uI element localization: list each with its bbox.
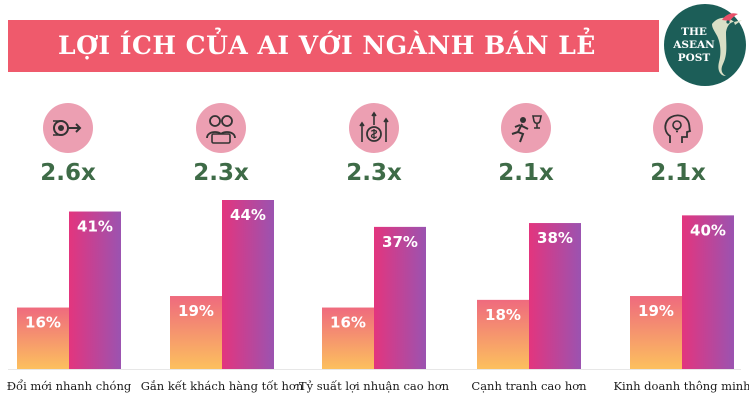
bar-series1-1	[17, 307, 69, 369]
customer-engagement-icon	[206, 115, 236, 144]
head-lightbulb-icon	[664, 114, 692, 143]
multiplier-2: 2.3x	[193, 160, 249, 186]
bar-series2-5	[682, 215, 734, 369]
hummingbird-icon	[712, 13, 742, 76]
multiplier-4: 2.1x	[498, 160, 554, 186]
bar-value-label-series1-2: 19%	[178, 302, 214, 320]
bar-series2-1	[69, 211, 121, 369]
bar-value-label-series1-4: 18%	[485, 306, 521, 324]
bar-value-label-series1-3: 16%	[330, 314, 366, 332]
title-banner	[8, 20, 659, 72]
bar-value-label-series2-5: 40%	[690, 221, 726, 239]
multiplier-1: 2.6x	[40, 160, 96, 186]
logo-line-the: THE	[681, 26, 707, 38]
multiplier-5: 2.1x	[650, 160, 706, 186]
benefit-icon-4	[501, 103, 551, 153]
benefit-icon-3	[349, 103, 399, 153]
multiplier-3: 2.3x	[346, 160, 402, 186]
logo-line-asean: ASEAN	[673, 39, 715, 51]
category-label-1: Đổi mới nhanh chóng	[7, 379, 132, 393]
benefit-icon-5	[653, 103, 703, 153]
innovation-arrow-icon	[53, 120, 82, 136]
bar-series1-5	[630, 296, 682, 369]
bar-value-label-series1-1: 16%	[25, 314, 61, 332]
bar-series2-4	[529, 223, 581, 369]
bar-value-label-series1-5: 19%	[638, 302, 674, 320]
bar-series1-4	[477, 299, 529, 369]
category-label-2: Gắn kết khách hàng tốt hơn	[141, 379, 304, 393]
logo-line-post: POST	[677, 52, 711, 64]
runner-trophy-icon	[511, 115, 542, 143]
category-label-4: Cạnh tranh cao hơn	[471, 379, 587, 393]
benefit-icon-1	[43, 103, 93, 153]
bar-value-label-series2-4: 38%	[537, 229, 573, 247]
bar-value-label-series2-1: 41%	[77, 218, 113, 236]
benefit-icon-2	[196, 103, 246, 153]
bar-series1-3	[322, 307, 374, 369]
profit-growth-icon	[359, 111, 389, 142]
bar-value-label-series2-2: 44%	[230, 206, 266, 224]
bar-series2-2	[222, 200, 274, 369]
bar-series1-2	[170, 296, 222, 369]
category-label-3: Tỷ suất lợi nhuận cao hơn	[299, 379, 450, 393]
logo-text: THE ASEAN POST	[672, 26, 716, 65]
bar-series2-3	[374, 226, 426, 369]
category-label-5: Kinh doanh thông minh	[613, 379, 749, 393]
bar-value-label-series2-3: 37%	[382, 233, 418, 251]
page-title: LỢI ÍCH CỦA AI VỚI NGÀNH BÁN LẺ	[58, 31, 596, 60]
